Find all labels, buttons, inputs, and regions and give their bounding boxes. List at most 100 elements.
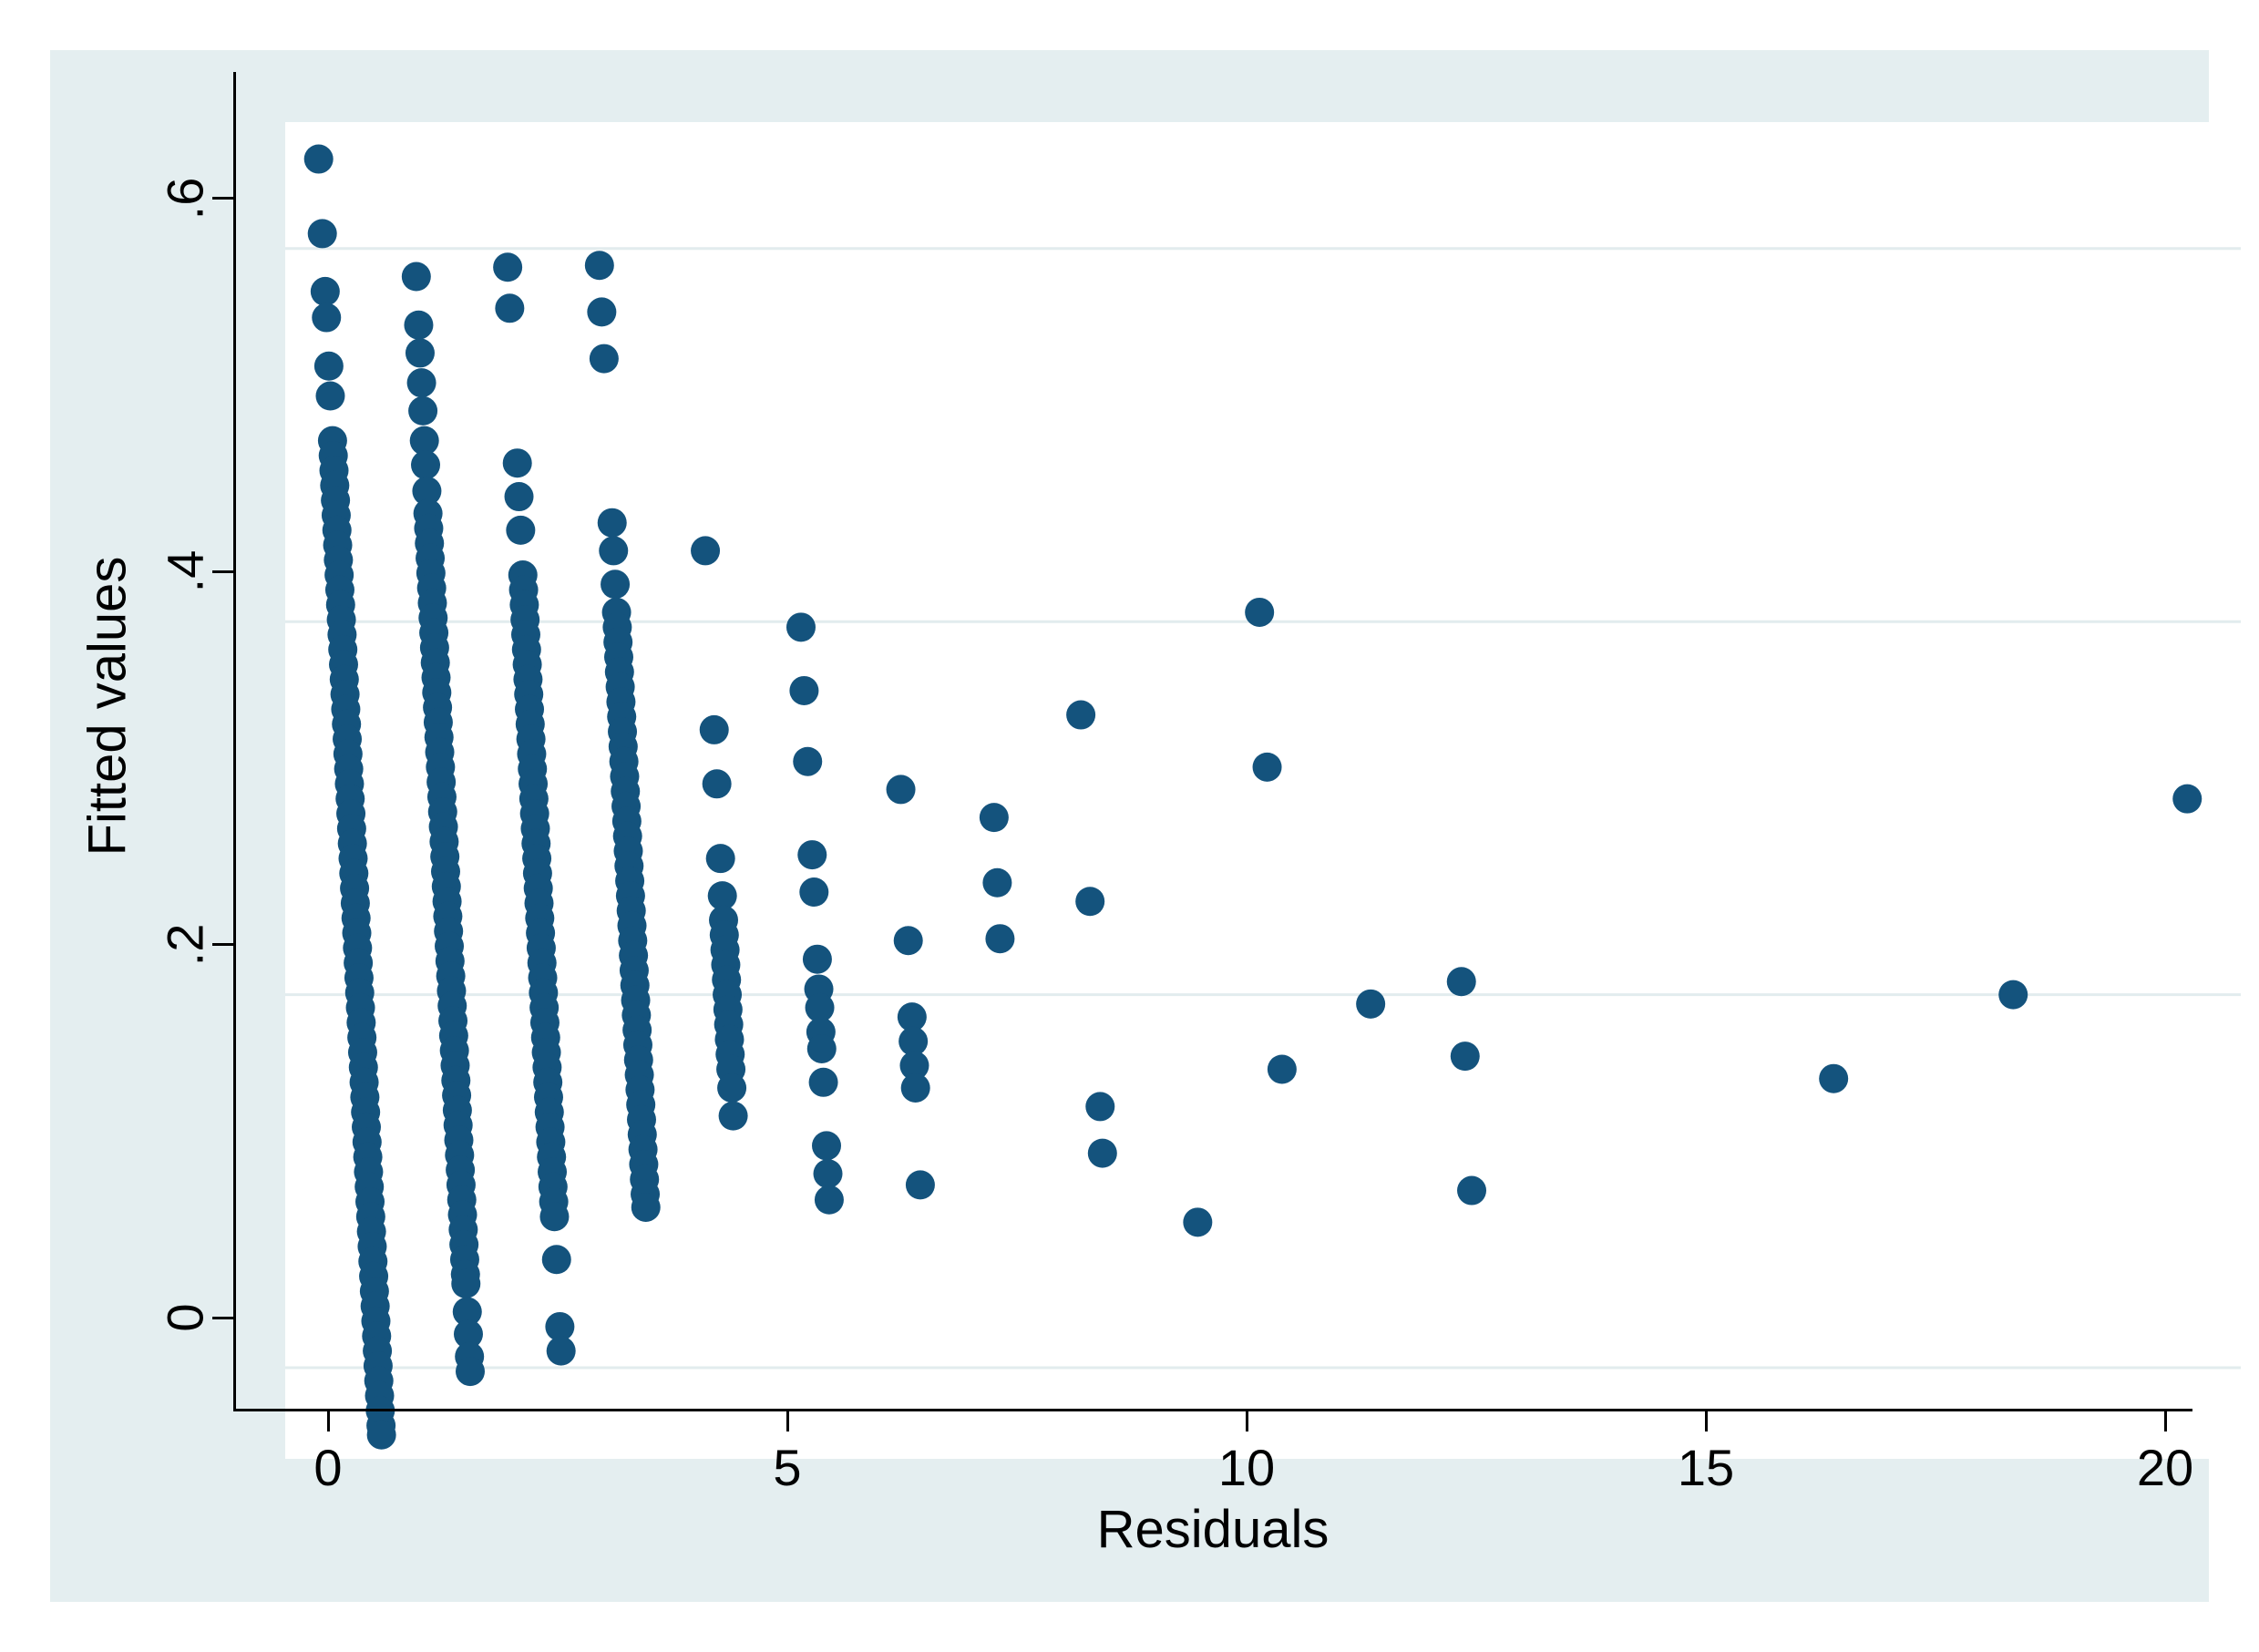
y-tick-label: .2 <box>156 923 214 966</box>
data-point <box>315 381 345 411</box>
data-point <box>786 612 816 642</box>
x-tick-mark <box>326 1409 330 1431</box>
data-point <box>1087 1138 1117 1168</box>
data-point <box>451 1268 481 1298</box>
data-point <box>307 219 337 249</box>
data-point <box>905 1170 935 1200</box>
y-tick-mark <box>212 943 235 947</box>
data-point <box>409 426 439 456</box>
x-axis-line <box>233 1409 2192 1411</box>
data-point <box>899 1051 929 1081</box>
data-point <box>691 536 721 566</box>
data-point <box>893 926 923 956</box>
data-point <box>312 303 342 333</box>
data-point <box>814 1185 844 1215</box>
data-point <box>597 508 627 538</box>
data-point <box>1085 1092 1115 1122</box>
y-axis-title: Fitted values <box>77 556 138 857</box>
x-tick-mark <box>1704 1409 1708 1431</box>
y-axis-line <box>233 72 236 1411</box>
data-point <box>412 476 442 506</box>
data-point <box>631 1192 661 1222</box>
data-point <box>589 344 619 374</box>
data-point <box>717 1072 747 1103</box>
data-point <box>546 1336 576 1366</box>
x-tick-label: 5 <box>773 1439 802 1496</box>
data-point <box>2172 784 2203 814</box>
data-point <box>1066 700 1096 730</box>
y-tick-label: .6 <box>156 177 214 221</box>
data-point <box>493 252 523 282</box>
data-point <box>707 881 737 911</box>
x-tick-label: 10 <box>1217 1439 1276 1496</box>
data-point <box>985 924 1015 954</box>
data-point <box>789 675 819 705</box>
data-point <box>539 1202 570 1232</box>
data-point <box>599 536 629 566</box>
data-point <box>812 1131 842 1161</box>
data-point <box>702 769 732 799</box>
x-tick-label: 0 <box>313 1439 343 1496</box>
data-point <box>313 351 344 381</box>
data-point <box>1267 1054 1297 1084</box>
plot-area <box>285 122 2241 1459</box>
data-point <box>802 944 832 974</box>
data-point <box>452 1297 482 1327</box>
x-tick-label: 20 <box>2136 1439 2194 1496</box>
data-point <box>366 1420 396 1450</box>
data-point <box>699 714 729 744</box>
data-point <box>405 338 435 368</box>
scatter-points <box>303 144 2203 1450</box>
data-point <box>1252 752 1282 782</box>
y-tick-label: .4 <box>156 549 214 593</box>
data-point <box>979 803 1009 833</box>
data-point <box>897 1002 927 1032</box>
x-axis-title: Residuals <box>1096 1500 1330 1559</box>
data-point <box>495 293 525 323</box>
y-tick-mark <box>212 569 235 573</box>
x-tick-mark <box>2163 1409 2167 1431</box>
data-point <box>886 775 916 805</box>
data-point <box>718 1101 748 1131</box>
data-point <box>799 877 829 908</box>
data-point <box>900 1072 930 1103</box>
data-point <box>793 746 823 776</box>
y-tick-mark <box>212 1316 235 1319</box>
data-point <box>303 144 334 174</box>
data-point <box>408 395 438 426</box>
data-point <box>506 515 536 545</box>
x-tick-mark <box>786 1409 789 1431</box>
plot-panel <box>50 50 2241 1602</box>
data-point <box>545 1311 575 1341</box>
data-point <box>1998 980 2028 1010</box>
data-point <box>453 1319 483 1349</box>
data-point <box>808 1067 838 1097</box>
data-point <box>805 992 835 1022</box>
data-point <box>1075 887 1105 917</box>
data-point <box>1457 1175 1487 1206</box>
data-point <box>797 840 827 870</box>
data-point <box>404 310 434 340</box>
data-point <box>898 1026 929 1056</box>
data-point <box>982 867 1012 898</box>
data-point <box>1819 1063 1849 1093</box>
data-point <box>456 1357 486 1387</box>
data-point <box>1446 967 1476 997</box>
data-point <box>584 251 614 281</box>
scatter-canvas <box>285 144 2241 1450</box>
data-point <box>502 448 532 478</box>
data-point <box>1245 597 1275 627</box>
data-point <box>310 276 340 306</box>
data-point <box>406 368 436 398</box>
data-point <box>411 450 441 480</box>
data-point <box>813 1159 843 1189</box>
y-tick-mark <box>212 197 235 200</box>
data-point <box>401 262 431 292</box>
data-point <box>806 1033 837 1063</box>
data-point <box>504 482 534 512</box>
data-point <box>601 569 631 600</box>
x-tick-mark <box>1245 1409 1248 1431</box>
data-point <box>541 1245 571 1275</box>
data-point <box>1356 989 1386 1019</box>
